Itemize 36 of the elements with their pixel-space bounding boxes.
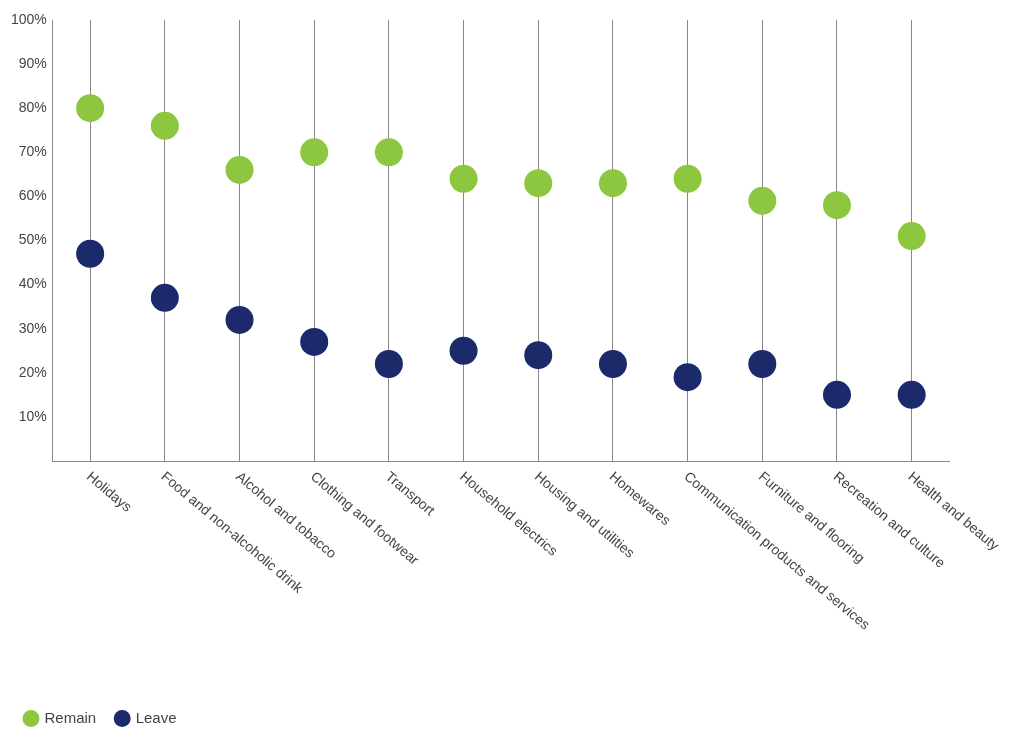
point bbox=[524, 341, 553, 370]
point bbox=[449, 164, 478, 193]
y-tick-label: 40% bbox=[18, 275, 47, 292]
point bbox=[598, 349, 627, 378]
y-tick-label: 30% bbox=[18, 319, 47, 336]
point bbox=[822, 380, 851, 409]
point bbox=[748, 349, 777, 378]
point bbox=[524, 169, 553, 198]
y-tick-label: 80% bbox=[18, 99, 47, 116]
point bbox=[748, 186, 777, 215]
point bbox=[822, 191, 851, 220]
point bbox=[150, 283, 179, 312]
point bbox=[897, 380, 926, 409]
y-tick-label: 100% bbox=[10, 10, 47, 27]
y-tick-label: 60% bbox=[18, 187, 47, 204]
y-tick-label: 70% bbox=[18, 143, 47, 160]
point bbox=[225, 155, 254, 184]
point bbox=[300, 138, 329, 167]
legend-label: Remain bbox=[44, 708, 97, 726]
y-tick-label: 20% bbox=[18, 363, 47, 380]
point bbox=[76, 94, 105, 123]
point bbox=[300, 327, 329, 356]
point bbox=[897, 222, 926, 251]
point bbox=[374, 349, 403, 378]
point bbox=[449, 336, 478, 365]
legend-label: Leave bbox=[135, 708, 177, 726]
point bbox=[673, 164, 702, 193]
point bbox=[150, 111, 179, 140]
y-tick-label: 90% bbox=[18, 54, 47, 71]
y-tick-label: 50% bbox=[18, 231, 47, 248]
point bbox=[76, 239, 105, 268]
point bbox=[374, 138, 403, 167]
y-tick-label: 10% bbox=[18, 407, 47, 424]
point bbox=[225, 305, 254, 334]
point bbox=[598, 169, 627, 198]
point bbox=[673, 363, 702, 392]
